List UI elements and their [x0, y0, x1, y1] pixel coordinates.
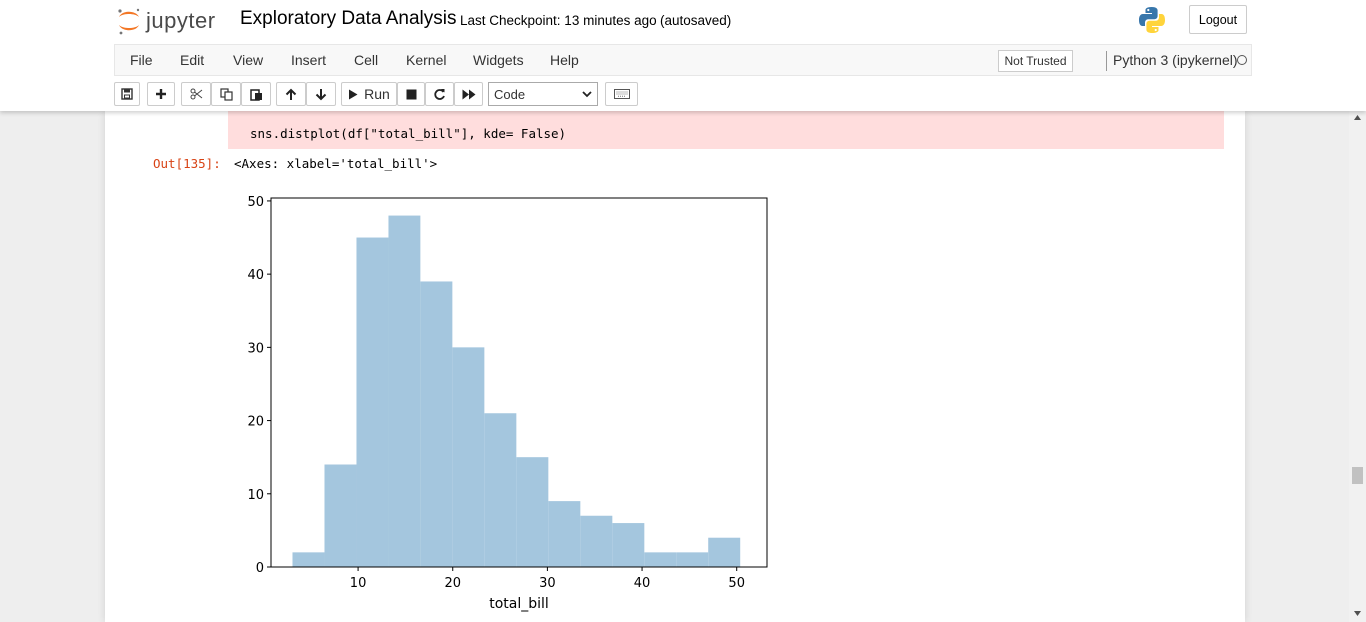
output-prompt: Out[135]: [153, 156, 221, 171]
output-text: <Axes: xlabel='total_bill'> [234, 156, 438, 171]
interrupt-kernel-button[interactable] [397, 82, 425, 106]
notebook-container: sns.distplot(df["total_bill"], kde= Fals… [105, 111, 1245, 622]
autosave-status: (autosaved) [660, 13, 732, 28]
restart-icon [434, 88, 445, 100]
python-logo-icon [1137, 5, 1167, 40]
checkpoint-status: Last Checkpoint: 13 minutes ago [460, 13, 657, 28]
histogram-bar [580, 515, 613, 567]
x-tick-label: 20 [444, 576, 461, 591]
histogram-bar [516, 457, 549, 567]
x-tick-label: 50 [728, 576, 745, 591]
restart-run-all-button[interactable] [454, 82, 483, 106]
notebook-title[interactable]: Exploratory Data Analysis [240, 8, 457, 29]
cell-type-value: Code [494, 86, 526, 102]
histogram-bar [324, 464, 357, 567]
scrollbar-thumb[interactable] [1352, 467, 1363, 484]
histogram-bar [644, 552, 677, 567]
scroll-down-arrow-icon[interactable] [1354, 611, 1361, 616]
arrow-up-icon [285, 88, 297, 100]
copy-button[interactable] [211, 82, 241, 106]
logout-button[interactable]: Logout [1189, 5, 1247, 34]
axes-frame [270, 197, 768, 568]
insert-cell-button[interactable] [147, 82, 175, 106]
jupyter-logo-text: jupyter [146, 8, 216, 33]
scroll-up-arrow-icon[interactable] [1354, 115, 1361, 120]
code-line: sns.distplot(df["total_bill"], kde= Fals… [250, 126, 567, 141]
histogram-bar [612, 523, 645, 567]
header: jupyter Exploratory Data Analysis Last C… [0, 0, 1366, 111]
paste-icon [249, 88, 262, 101]
histogram-bar [484, 413, 517, 567]
command-palette-button[interactable] [605, 82, 638, 106]
histogram-bar [292, 552, 325, 567]
histogram-bar [676, 552, 709, 567]
cell-type-select[interactable]: Code [488, 82, 598, 106]
y-tick-label: 10 [247, 488, 264, 503]
x-tick-label: 10 [350, 576, 367, 591]
x-tick-label: 40 [634, 576, 651, 591]
y-tick-label: 0 [256, 561, 264, 576]
menu-view[interactable]: View [233, 52, 264, 68]
menu-widgets[interactable]: Widgets [473, 52, 524, 68]
jupyter-logo-icon [118, 8, 140, 35]
chevron-down-icon [582, 91, 592, 98]
histogram-plot: 0 10 20 30 40 50 10 20 30 40 50 total_bill [247, 195, 768, 612]
copy-icon [219, 87, 233, 101]
y-tick-label: 20 [247, 415, 264, 430]
histogram-bar [452, 347, 485, 567]
y-tick-label: 30 [247, 341, 264, 356]
menu-file[interactable]: File [130, 52, 153, 68]
paste-button[interactable] [241, 82, 271, 106]
x-axis-label: total_bill [489, 596, 549, 612]
menu-insert[interactable]: Insert [291, 52, 327, 68]
jupyter-logo[interactable]: jupyter [116, 5, 216, 37]
move-cell-down-button[interactable] [306, 82, 336, 106]
move-cell-up-button[interactable] [276, 82, 306, 106]
plus-icon [156, 89, 166, 99]
restart-kernel-button[interactable] [425, 82, 454, 106]
keyboard-icon [613, 89, 630, 99]
kernel-idle-indicator-icon [1237, 55, 1247, 65]
menu-kernel[interactable]: Kernel [406, 52, 447, 68]
code-cell-input[interactable]: sns.distplot(df["total_bill"], kde= Fals… [228, 111, 1224, 149]
play-icon [349, 89, 358, 99]
stop-icon [406, 89, 416, 99]
histogram-bar [356, 237, 389, 567]
save-button[interactable] [114, 82, 140, 106]
menu-help[interactable]: Help [550, 52, 579, 68]
histogram-bar [388, 215, 421, 568]
menu-cell[interactable]: Cell [354, 52, 379, 68]
histogram-bar [420, 281, 453, 567]
menu-bar: File Edit View Insert Cell Kernel Widget… [114, 44, 1252, 76]
cut-icon [190, 88, 202, 100]
kernel-divider [1106, 51, 1107, 71]
kernel-name[interactable]: Python 3 (ipykernel) [1113, 52, 1238, 68]
page-scrollbar[interactable] [1349, 111, 1366, 622]
fast-forward-icon [462, 89, 475, 99]
x-tick-label: 30 [539, 576, 556, 591]
histogram-bar [548, 501, 581, 567]
y-tick-label: 40 [247, 268, 264, 283]
arrow-down-icon [315, 88, 327, 100]
run-button[interactable]: Run [341, 82, 397, 106]
y-tick-label: 50 [247, 195, 264, 210]
save-icon [121, 88, 133, 100]
menu-edit[interactable]: Edit [180, 52, 205, 68]
not-trusted-button[interactable]: Not Trusted [998, 50, 1073, 72]
cut-button[interactable] [181, 82, 211, 106]
histogram-bar [708, 537, 741, 567]
run-label: Run [364, 86, 390, 102]
